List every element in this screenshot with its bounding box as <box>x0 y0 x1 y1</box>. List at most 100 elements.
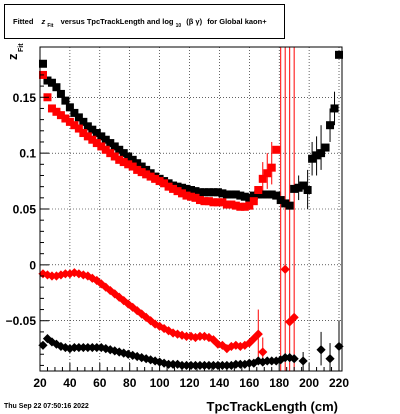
data-point <box>160 179 169 188</box>
data-point <box>88 135 97 144</box>
data-point <box>92 275 102 286</box>
data-point <box>200 197 209 206</box>
x-tick-label: 160 <box>239 376 259 390</box>
y-tick-label: 0.15 <box>13 91 37 105</box>
data-point <box>47 104 56 113</box>
data-point <box>70 108 79 117</box>
y-axis-label: z Fit <box>5 43 25 60</box>
data-point <box>335 50 344 59</box>
data-point <box>249 334 259 344</box>
data-point <box>195 196 204 205</box>
series-0 <box>38 50 344 210</box>
data-point <box>294 183 303 192</box>
data-point <box>217 340 227 350</box>
data-point <box>204 332 214 343</box>
data-point <box>133 159 142 168</box>
data-point <box>142 170 151 179</box>
data-point <box>142 165 151 174</box>
data-point <box>308 154 317 163</box>
data-point <box>43 76 52 85</box>
data-point <box>280 264 290 274</box>
data-point <box>289 354 299 364</box>
data-point <box>303 186 312 195</box>
data-point <box>267 190 276 199</box>
y-tick-label: −0.05 <box>6 314 37 328</box>
data-point <box>155 321 165 331</box>
timestamp: Thu Sep 22 07:50:16 2022 <box>4 403 89 410</box>
data-point <box>249 191 258 200</box>
x-tick-label: 140 <box>209 376 229 390</box>
data-point <box>97 132 106 141</box>
title-beta-gamma: (β γ) <box>186 17 202 26</box>
data-point <box>178 183 187 192</box>
data-point <box>249 197 258 206</box>
data-point <box>330 104 339 113</box>
data-point <box>60 342 71 353</box>
y-tick-label: 0.05 <box>13 203 37 217</box>
data-point <box>258 174 267 183</box>
y-tick-label: 0.1 <box>19 147 36 161</box>
data-point <box>213 198 222 207</box>
data-point <box>87 273 97 283</box>
data-point <box>101 135 110 144</box>
data-point <box>119 149 128 158</box>
data-point <box>38 340 48 350</box>
data-point <box>128 350 138 360</box>
title-frame <box>4 4 285 39</box>
data-point <box>240 192 249 201</box>
data-point <box>83 122 92 131</box>
data-point <box>226 360 236 371</box>
series-3 <box>38 334 344 371</box>
data-point <box>173 187 182 196</box>
data-point <box>317 149 326 158</box>
title-log-sub: 10 <box>176 23 182 29</box>
data-point <box>325 354 335 364</box>
data-point <box>289 312 299 322</box>
data-point <box>222 190 231 199</box>
data-point <box>70 121 79 130</box>
data-point <box>204 188 213 197</box>
data-point <box>115 155 124 164</box>
data-point <box>227 190 236 199</box>
data-point <box>79 117 88 126</box>
data-point <box>267 163 276 172</box>
data-point <box>178 189 187 198</box>
data-point <box>132 351 142 362</box>
data-point <box>110 142 119 151</box>
data-point <box>272 145 281 154</box>
data-point <box>56 89 65 98</box>
data-point <box>245 201 254 210</box>
data-point <box>231 201 240 210</box>
data-point <box>187 186 195 195</box>
data-point <box>128 302 138 312</box>
data-point <box>119 296 129 306</box>
data-point <box>92 139 101 148</box>
data-point <box>83 132 92 141</box>
data-point <box>159 323 169 334</box>
data-point <box>190 332 201 343</box>
series-1 <box>38 70 281 211</box>
data-point <box>218 198 227 207</box>
title-box: Fitted z Fit versus TpcTrackLength and l… <box>4 4 285 39</box>
data-point <box>276 355 286 365</box>
data-point <box>124 152 133 161</box>
data-point <box>137 162 146 171</box>
data-point <box>227 200 236 209</box>
data-marks <box>38 47 344 371</box>
data-point <box>191 193 200 202</box>
data-point <box>47 78 56 87</box>
data-point <box>56 111 65 120</box>
x-tick-label: 220 <box>329 376 349 390</box>
data-point <box>182 191 191 200</box>
data-point <box>213 188 222 197</box>
data-point <box>141 312 151 322</box>
title-middle: versus TpcTrackLength and log <box>61 17 174 26</box>
data-point <box>276 196 285 205</box>
title-prefix: Fitted <box>13 17 34 26</box>
axis-ticks: 20 40 60 80 100 120 140 160 180 200 220 −0.05 0 0.05 0… <box>6 63 349 390</box>
data-point <box>299 181 308 190</box>
y-label-sub: Fit <box>18 43 25 52</box>
data-point <box>253 329 263 339</box>
data-point <box>222 344 232 354</box>
